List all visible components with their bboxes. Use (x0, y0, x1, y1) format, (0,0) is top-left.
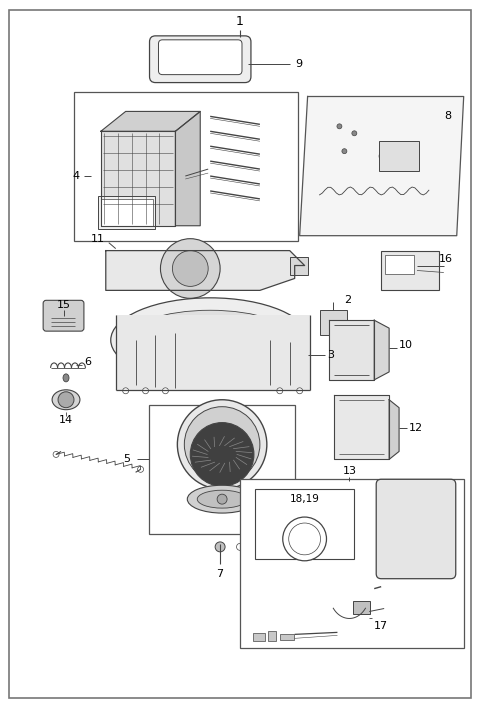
Text: 1: 1 (236, 16, 244, 28)
Bar (116, 316, 310, 390)
Text: 18,19: 18,19 (290, 494, 320, 504)
Bar (74, 91, 298, 240)
Ellipse shape (197, 490, 247, 508)
Text: 5: 5 (124, 454, 131, 464)
Bar (290, 257, 308, 276)
Circle shape (190, 423, 254, 486)
FancyBboxPatch shape (43, 301, 84, 331)
Polygon shape (335, 395, 389, 459)
Polygon shape (300, 96, 464, 235)
Bar (381, 250, 439, 291)
Text: 4: 4 (73, 171, 80, 181)
Circle shape (184, 407, 260, 482)
Ellipse shape (111, 298, 310, 382)
Text: 9: 9 (296, 59, 303, 69)
Bar (385, 255, 414, 274)
Circle shape (337, 124, 342, 129)
Circle shape (251, 505, 259, 513)
Polygon shape (175, 111, 200, 225)
Bar (255, 489, 354, 559)
Circle shape (138, 467, 144, 472)
Ellipse shape (52, 390, 80, 410)
Ellipse shape (63, 374, 69, 382)
Text: 13: 13 (342, 467, 356, 476)
Polygon shape (374, 320, 389, 380)
Circle shape (53, 452, 59, 457)
Ellipse shape (126, 311, 295, 370)
Circle shape (178, 400, 267, 489)
Circle shape (217, 494, 227, 504)
Circle shape (143, 388, 148, 393)
Bar (148, 405, 295, 534)
Bar (320, 311, 348, 335)
Bar (253, 633, 265, 642)
Text: 16: 16 (439, 254, 453, 264)
Polygon shape (106, 250, 305, 291)
Bar (240, 479, 464, 648)
Circle shape (237, 543, 243, 550)
Circle shape (160, 239, 220, 298)
Polygon shape (101, 111, 200, 131)
Circle shape (277, 388, 283, 393)
Circle shape (297, 388, 302, 393)
Text: 10: 10 (399, 340, 413, 350)
Text: 6: 6 (84, 357, 91, 367)
Text: 7: 7 (216, 569, 224, 579)
Bar (101, 199, 153, 225)
Circle shape (162, 388, 168, 393)
Circle shape (283, 517, 326, 561)
Text: 12: 12 (409, 423, 423, 432)
Circle shape (215, 542, 225, 552)
Text: 11: 11 (91, 234, 105, 244)
Circle shape (58, 392, 74, 408)
FancyBboxPatch shape (376, 479, 456, 579)
Text: 8: 8 (444, 111, 451, 121)
Circle shape (288, 523, 321, 555)
FancyBboxPatch shape (353, 601, 370, 615)
FancyBboxPatch shape (158, 40, 242, 74)
Polygon shape (389, 400, 399, 459)
Bar (280, 635, 294, 640)
Ellipse shape (187, 485, 257, 513)
FancyBboxPatch shape (150, 36, 251, 82)
Text: 3: 3 (327, 350, 335, 360)
Bar (379, 141, 419, 171)
Polygon shape (329, 320, 374, 380)
Bar (98, 196, 156, 229)
Text: 2: 2 (344, 296, 351, 306)
Circle shape (123, 388, 129, 393)
Circle shape (342, 149, 347, 154)
Circle shape (172, 250, 208, 286)
Text: 15: 15 (57, 301, 71, 311)
Text: 17: 17 (374, 621, 388, 632)
Polygon shape (101, 131, 175, 225)
Circle shape (352, 130, 357, 135)
Bar (268, 632, 276, 642)
Text: 14: 14 (59, 415, 73, 425)
